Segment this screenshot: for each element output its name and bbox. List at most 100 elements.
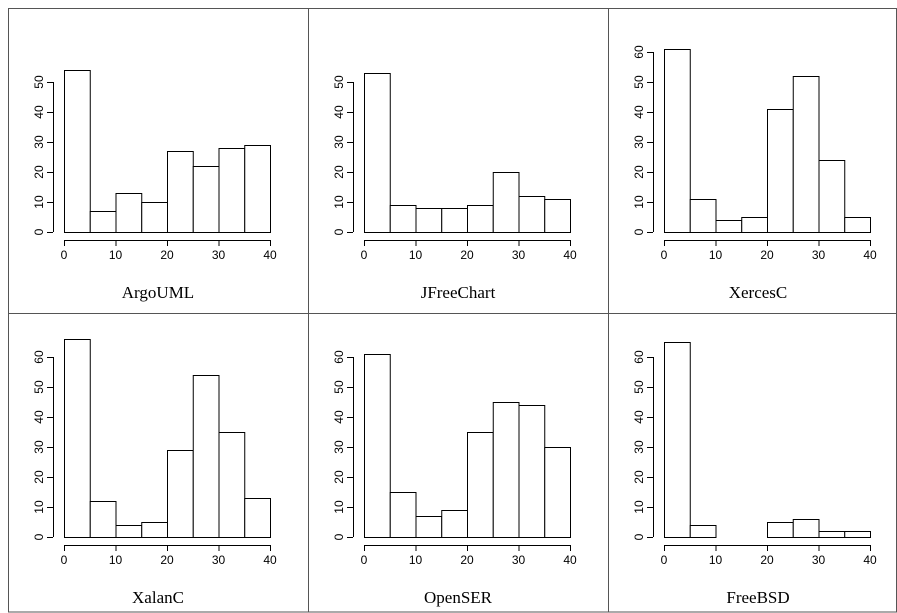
histogram-bar xyxy=(218,148,246,233)
x-tick-label: 40 xyxy=(863,248,877,262)
histogram-bar xyxy=(141,202,168,233)
y-tick-label: 50 xyxy=(332,380,346,394)
y-tick-label: 20 xyxy=(32,470,46,484)
histogram-bar xyxy=(192,166,220,233)
histogram-bar xyxy=(818,531,846,538)
histogram-bar xyxy=(767,109,794,233)
y-tick-label: 60 xyxy=(632,45,646,59)
x-tick-label: 0 xyxy=(361,248,368,262)
histogram-bar xyxy=(115,525,143,538)
x-tick-label: 10 xyxy=(109,553,123,567)
y-tick-label: 60 xyxy=(32,350,46,364)
y-tick-label: 40 xyxy=(332,410,346,424)
x-tick-label: 30 xyxy=(212,248,226,262)
x-tick-label: 40 xyxy=(563,553,577,567)
x-tick-label: 40 xyxy=(563,248,577,262)
panel-caption: XalanC xyxy=(132,588,184,607)
histogram-bar xyxy=(441,208,468,233)
histogram-panel-xalanc: 0 10 20 30 40 0 10 20 30 40 50 60 XalanC xyxy=(32,339,277,607)
y-tick-label: 20 xyxy=(332,470,346,484)
histogram-panel-xercesc: 0 10 20 30 40 0 10 20 30 40 50 60 XercesC xyxy=(632,45,877,302)
y-tick-label: 40 xyxy=(32,105,46,119)
x-tick-label: 0 xyxy=(61,553,68,567)
y-tick-label: 30 xyxy=(632,440,646,454)
y-tick-label: 60 xyxy=(332,350,346,364)
x-tick-label: 40 xyxy=(263,553,277,567)
y-tick-label: 50 xyxy=(332,75,346,89)
x-tick-label: 20 xyxy=(760,553,774,567)
histogram-bar xyxy=(467,205,494,233)
x-tick-label: 10 xyxy=(409,553,423,567)
x-tick-label: 40 xyxy=(263,248,277,262)
histogram-bar xyxy=(167,151,194,233)
histogram-bar xyxy=(415,208,443,233)
histogram-bar xyxy=(218,432,246,538)
y-tick-label: 50 xyxy=(32,75,46,89)
x-tick-label: 20 xyxy=(160,553,174,567)
histogram-bar xyxy=(518,405,546,538)
histogram-bar xyxy=(364,354,391,538)
y-tick-label: 20 xyxy=(632,165,646,179)
x-tick-label: 0 xyxy=(661,248,668,262)
x-tick-label: 10 xyxy=(109,248,123,262)
y-tick-label: 0 xyxy=(32,533,46,540)
histogram-bar xyxy=(689,199,717,233)
histogram-bar xyxy=(664,49,691,233)
panel-caption: FreeBSD xyxy=(726,588,789,607)
panel-caption: ArgoUML xyxy=(122,283,194,302)
y-tick-label: 10 xyxy=(332,195,346,209)
y-tick-label: 10 xyxy=(32,500,46,514)
x-tick-label: 20 xyxy=(460,248,474,262)
y-tick-label: 30 xyxy=(332,135,346,149)
x-tick-label: 30 xyxy=(512,553,526,567)
y-tick-label: 20 xyxy=(32,165,46,179)
y-tick-label: 30 xyxy=(332,440,346,454)
y-tick-label: 0 xyxy=(332,228,346,235)
y-tick-label: 10 xyxy=(632,195,646,209)
histogram-panel-freebsd: 0 10 20 30 40 0 10 20 30 40 50 60 FreeBSD xyxy=(632,342,877,607)
x-tick-label: 20 xyxy=(160,248,174,262)
y-tick-label: 10 xyxy=(332,500,346,514)
histogram-bar xyxy=(518,196,546,233)
y-tick-label: 0 xyxy=(32,228,46,235)
panel-caption: JFreeChart xyxy=(421,283,496,302)
histogram-panel-openser: 0 10 20 30 40 0 10 20 30 40 50 60 OpenSER xyxy=(332,350,577,607)
histogram-bar xyxy=(689,525,717,538)
histogram-bar xyxy=(244,145,271,233)
histogram-bar xyxy=(364,73,391,233)
x-tick-label: 0 xyxy=(61,248,68,262)
histogram-bar xyxy=(389,205,417,233)
histogram-bar xyxy=(492,172,520,233)
x-tick-label: 30 xyxy=(812,553,826,567)
histogram-bar xyxy=(767,522,794,538)
y-tick-label: 0 xyxy=(332,533,346,540)
y-tick-label: 40 xyxy=(32,410,46,424)
y-tick-label: 10 xyxy=(632,500,646,514)
y-tick-label: 10 xyxy=(32,195,46,209)
y-tick-label: 40 xyxy=(632,105,646,119)
histogram-bar xyxy=(844,217,871,233)
x-tick-label: 40 xyxy=(863,553,877,567)
x-tick-label: 10 xyxy=(709,553,723,567)
panel-caption: XercesC xyxy=(729,283,788,302)
y-tick-label: 40 xyxy=(632,410,646,424)
x-tick-label: 0 xyxy=(661,553,668,567)
y-tick-label: 30 xyxy=(32,440,46,454)
histogram-bar xyxy=(141,522,168,538)
histogram-bar xyxy=(64,339,91,538)
x-tick-label: 30 xyxy=(512,248,526,262)
x-tick-label: 20 xyxy=(760,248,774,262)
histogram-panel-jfreechart: 0 10 20 30 40 0 10 20 30 40 50 JFreeChart xyxy=(332,73,577,302)
histogram-bar xyxy=(89,211,117,233)
x-tick-label: 30 xyxy=(212,553,226,567)
y-tick-label: 50 xyxy=(632,380,646,394)
histogram-bar xyxy=(715,220,743,233)
histogram-bar xyxy=(844,531,871,538)
y-tick-label: 0 xyxy=(632,533,646,540)
histogram-bar xyxy=(64,70,91,233)
histogram-bar xyxy=(415,516,443,538)
histogram-bar xyxy=(115,193,143,233)
y-tick-label: 30 xyxy=(632,135,646,149)
y-tick-label: 50 xyxy=(32,380,46,394)
